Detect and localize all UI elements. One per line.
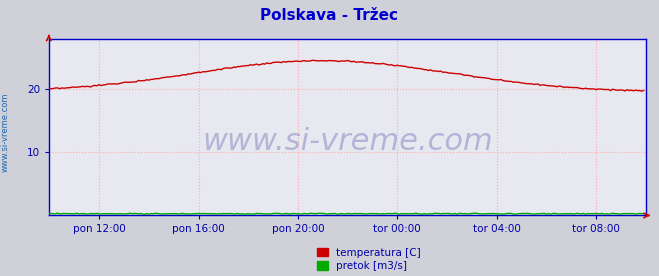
Text: www.si-vreme.com: www.si-vreme.com (202, 127, 493, 156)
Text: www.si-vreme.com: www.si-vreme.com (1, 93, 10, 172)
Text: Polskava - Tržec: Polskava - Tržec (260, 8, 399, 23)
Legend: temperatura [C], pretok [m3/s]: temperatura [C], pretok [m3/s] (317, 248, 421, 271)
